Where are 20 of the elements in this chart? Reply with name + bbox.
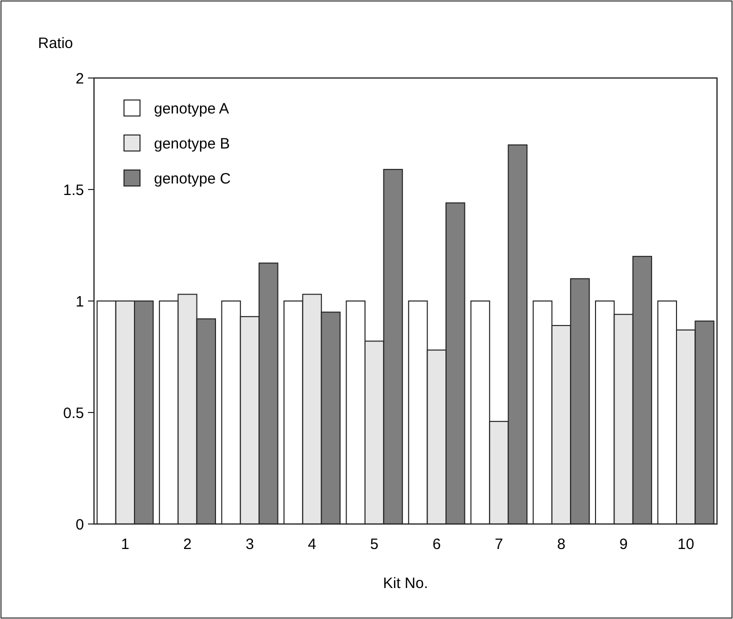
y-tick-label: 0 bbox=[76, 516, 84, 534]
x-tick-label: 10 bbox=[678, 536, 694, 553]
x-tick-label: 2 bbox=[183, 536, 192, 553]
legend-label: genotype B bbox=[154, 135, 230, 152]
x-tick-label: 1 bbox=[120, 536, 130, 553]
x-axis-title: Kit No. bbox=[382, 575, 428, 592]
y-tick-label: 1 bbox=[76, 293, 84, 310]
y-tick-label: 1.5 bbox=[63, 182, 84, 199]
y-tick-label: 0.5 bbox=[63, 404, 84, 422]
x-tick-label: 6 bbox=[432, 536, 441, 553]
x-tick-label: 7 bbox=[494, 536, 504, 553]
x-tick-label: 8 bbox=[557, 536, 566, 553]
y-tick-label: 2 bbox=[76, 70, 84, 88]
legend-label: genotype C bbox=[154, 170, 231, 188]
x-tick-label: 5 bbox=[370, 536, 379, 553]
x-tick-label: 9 bbox=[619, 536, 628, 553]
x-tick-label: 4 bbox=[308, 536, 316, 553]
legend-label: genotype A bbox=[154, 100, 230, 118]
y-axis-title: Ratio bbox=[38, 35, 74, 52]
x-tick-label: 3 bbox=[246, 536, 254, 553]
